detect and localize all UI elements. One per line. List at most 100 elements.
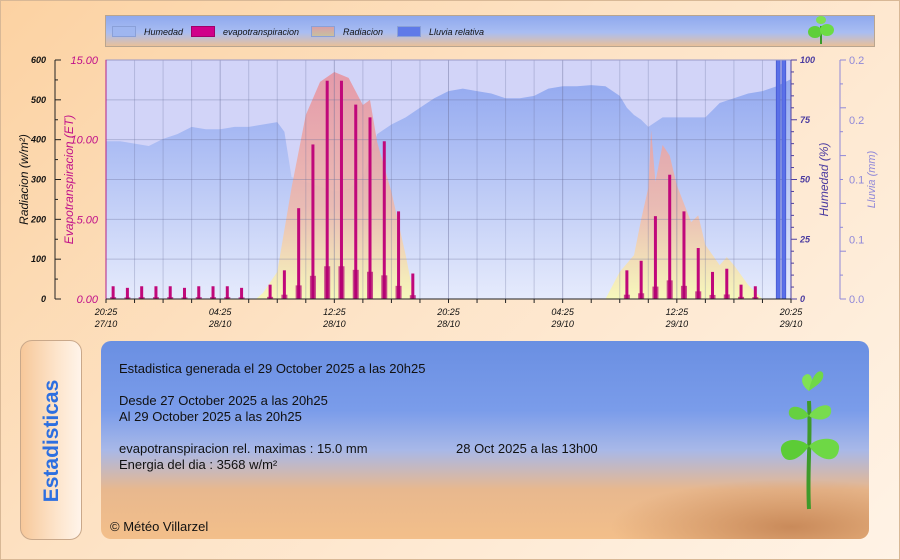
et-axis-title: Evapotranspiracion (ET) xyxy=(62,115,76,244)
et-bar-base xyxy=(623,294,630,299)
x-tick-time: 04:25 xyxy=(551,307,575,317)
stats-from: Desde 27 October 2025 a las 20h25 xyxy=(119,393,328,408)
et-bar-base xyxy=(124,297,131,299)
plant-icon xyxy=(808,16,834,44)
lluvia-tick-label: 0.1 xyxy=(849,234,864,246)
x-tick-time: 12:25 xyxy=(323,307,347,317)
legend-label: Humedad xyxy=(144,26,184,37)
x-tick-time: 20:25 xyxy=(94,307,119,317)
et-bar xyxy=(739,284,743,299)
et-bar-base xyxy=(680,285,687,299)
et-bar-base xyxy=(666,280,673,299)
et-bar xyxy=(354,104,358,299)
et-bar xyxy=(711,271,715,299)
x-tick-time: 04:25 xyxy=(209,307,233,317)
et-bar-base xyxy=(367,271,374,299)
radiacion-area xyxy=(106,71,791,299)
et-bar xyxy=(682,211,686,299)
stats-energy: Energia del dia : 3568 w/m² xyxy=(119,457,278,472)
et-bar-base xyxy=(324,266,331,299)
legend-label: Radiacion xyxy=(343,26,384,37)
et-bar xyxy=(653,216,657,299)
et-bar xyxy=(753,286,757,299)
lluvia-tick-label: 0.1 xyxy=(849,175,864,187)
et-bar xyxy=(639,260,643,299)
et-bar-base xyxy=(281,294,288,299)
estadisticas-tab-label: Estadisticas xyxy=(40,379,63,503)
plot-area xyxy=(105,59,792,300)
et-bar-base xyxy=(752,297,759,299)
legend-swatch xyxy=(311,26,335,37)
legend-label: evapotranspiracion xyxy=(223,26,300,37)
et-bar-base xyxy=(381,275,388,299)
x-tick-date: 27/10 xyxy=(94,319,118,329)
humedad-tick-label: 75 xyxy=(800,115,811,125)
legend-item-humedad: Humedad xyxy=(112,26,183,37)
lluvia-tick-label: 0.2 xyxy=(849,55,864,67)
radiacion-tick-label: 200 xyxy=(30,214,46,224)
et-bar-base xyxy=(338,266,345,299)
plant-icon xyxy=(780,371,840,510)
et-bar xyxy=(625,270,629,299)
lluvia-axis-title: Lluvia (mm) xyxy=(866,150,878,208)
radiacion-axis-title: Radiacion (w/m²) xyxy=(17,134,31,225)
estadisticas-tab[interactable]: Estadisticas xyxy=(20,340,82,540)
et-bar-base xyxy=(267,296,274,299)
et-bar xyxy=(211,286,215,299)
et-bar-base xyxy=(152,297,159,299)
et-bar-base xyxy=(395,285,402,299)
desert-ground xyxy=(609,479,869,539)
radiacion-tick-label: 300 xyxy=(31,175,46,185)
legend-swatch xyxy=(112,26,136,37)
legend-swatch xyxy=(191,26,215,37)
legend-label: Lluvia relativa xyxy=(429,26,485,37)
x-tick-date: 29/10 xyxy=(665,319,689,329)
et-bar xyxy=(282,270,286,299)
et-bar xyxy=(339,80,343,299)
legend-swatch xyxy=(397,26,421,37)
et-bar-base xyxy=(295,285,302,299)
et-bar xyxy=(368,117,372,299)
et-bar xyxy=(382,141,386,299)
stats-panel: Estadistica generada el 29 October 2025 … xyxy=(101,341,869,539)
et-bar xyxy=(197,286,201,299)
stats-to: Al 29 October 2025 a las 20h25 xyxy=(119,409,302,424)
stats-et-max: evapotranspiracion rel. maximas : 15.0 m… xyxy=(119,441,368,456)
et-bar xyxy=(140,286,144,299)
et-bar-base xyxy=(638,293,645,299)
humedad-tick-label: 50 xyxy=(800,175,810,185)
lluvia-tick-label: 0.2 xyxy=(849,115,864,127)
et-bar-base xyxy=(110,297,117,299)
humedad-tick-label: 25 xyxy=(799,234,811,244)
et-bar xyxy=(297,208,301,299)
humedad-area xyxy=(106,79,791,300)
et-bar-base xyxy=(738,296,745,299)
lluvia-tick-label: 0.0 xyxy=(849,294,864,306)
radiacion-tick-label: 600 xyxy=(31,55,46,65)
et-bar-base xyxy=(352,269,359,299)
et-bar xyxy=(725,268,729,299)
et-bar xyxy=(125,287,129,299)
et-bar-base xyxy=(224,297,231,299)
et-bar xyxy=(696,248,700,299)
et-bar xyxy=(411,273,415,299)
radiacion-tick-label: 100 xyxy=(31,254,46,264)
et-bar-base xyxy=(309,275,316,299)
et-bar-base xyxy=(195,297,202,299)
et-tick-label: 15.00 xyxy=(70,55,98,67)
et-bar xyxy=(397,211,401,299)
et-bar xyxy=(668,174,672,299)
et-bar xyxy=(225,286,229,299)
et-bar xyxy=(268,284,272,299)
et-bar xyxy=(168,286,172,299)
et-bar xyxy=(311,144,315,299)
radiacion-tick-label: 500 xyxy=(31,95,46,105)
humedad-tick-label: 100 xyxy=(800,55,815,65)
x-tick-date: 28/10 xyxy=(322,319,346,329)
x-tick-date: 29/10 xyxy=(550,319,574,329)
x-tick-date: 28/10 xyxy=(208,319,232,329)
et-bar xyxy=(111,286,115,299)
et-bar-base xyxy=(709,294,716,299)
